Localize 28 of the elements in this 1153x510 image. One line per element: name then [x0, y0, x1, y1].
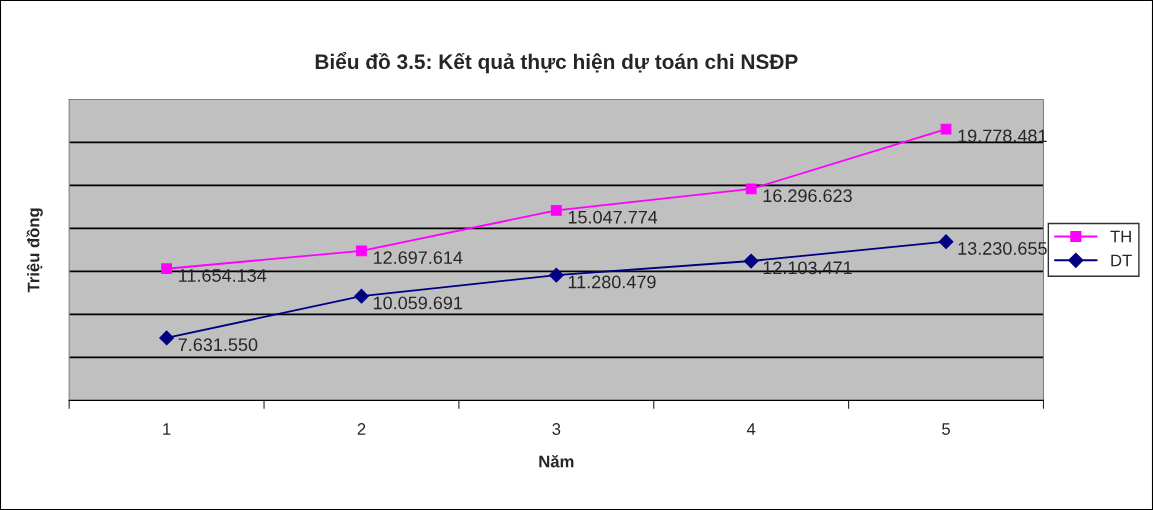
- chart-title: Biểu đồ 3.5: Kết quả thực hiện dự toán chi NSĐP: [315, 52, 798, 74]
- data-label: 15.047.774: [568, 210, 658, 224]
- x-tick-label: 2: [357, 423, 366, 435]
- data-label: 12.697.614: [373, 251, 463, 264]
- data-label: 7.631.550: [178, 338, 258, 352]
- data-label: 19.778.481: [958, 129, 1047, 143]
- data-label: 11.280.479: [568, 275, 656, 289]
- point: [745, 183, 757, 195]
- point: [161, 263, 172, 275]
- x-axis-title: Năm: [539, 455, 574, 468]
- point: [354, 288, 369, 304]
- data-label: 13.230.655: [958, 242, 1047, 255]
- data-label: 11.654.134: [179, 269, 267, 282]
- point: [159, 330, 174, 346]
- x-tick-label: 5: [942, 423, 950, 435]
- point: [550, 205, 562, 216]
- x-tick-label: 3: [552, 423, 561, 435]
- point: [356, 245, 367, 257]
- y-axis-title: Triệu đồng: [26, 208, 43, 293]
- x-tick-label: 1: [163, 423, 171, 435]
- legend-label: DT: [1111, 254, 1132, 267]
- point: [743, 253, 759, 269]
- x-tick-label: 4: [746, 423, 756, 435]
- legend-label: TH: [1110, 230, 1131, 243]
- data-label: 16.296.623: [763, 189, 852, 203]
- data-label: 10.059.691: [373, 296, 463, 310]
- point: [938, 234, 954, 250]
- point: [548, 267, 564, 283]
